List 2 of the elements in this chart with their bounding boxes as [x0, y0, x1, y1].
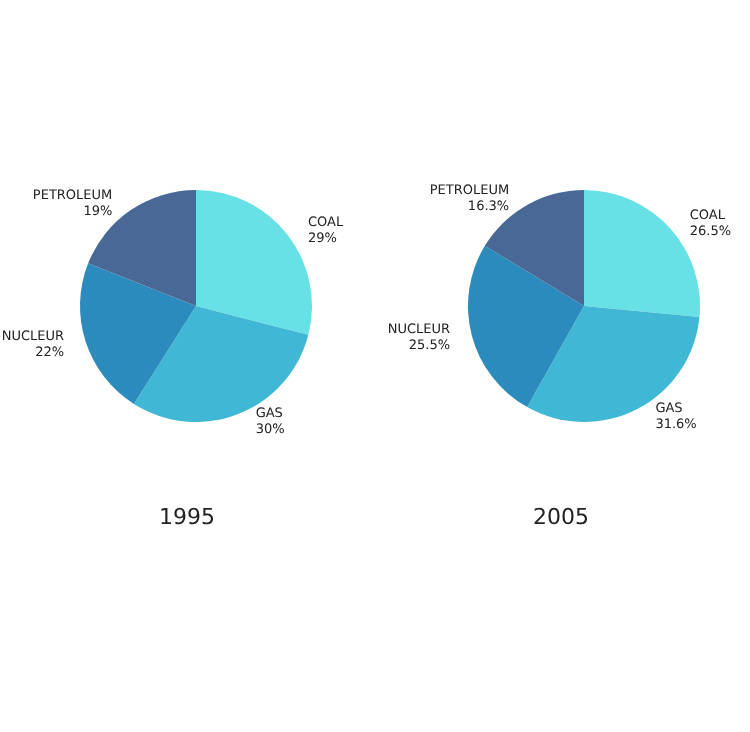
text: 2005 — [533, 504, 589, 530]
text: 1995 — [159, 504, 215, 530]
